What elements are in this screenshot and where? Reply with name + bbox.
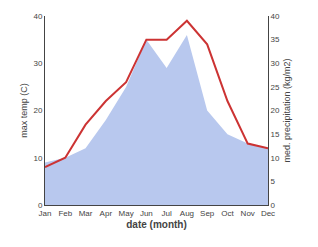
svg-text:30: 30 <box>33 59 42 68</box>
svg-text:Apr: Apr <box>100 209 113 218</box>
svg-text:med. precipitation (kg/m2): med. precipitation (kg/m2) <box>282 58 292 162</box>
svg-text:May: May <box>119 209 134 218</box>
svg-text:Jun: Jun <box>140 209 153 218</box>
svg-text:Jan: Jan <box>39 209 52 218</box>
svg-text:Jul: Jul <box>162 209 172 218</box>
svg-text:Nov: Nov <box>241 209 255 218</box>
svg-text:40: 40 <box>271 12 280 21</box>
svg-text:Feb: Feb <box>58 209 72 218</box>
svg-text:date (month): date (month) <box>126 219 187 230</box>
svg-text:15: 15 <box>271 130 280 139</box>
svg-text:Oct: Oct <box>221 209 234 218</box>
svg-text:10: 10 <box>33 154 42 163</box>
svg-text:10: 10 <box>271 154 280 163</box>
svg-text:20: 20 <box>271 106 280 115</box>
svg-text:25: 25 <box>271 83 280 92</box>
svg-text:0: 0 <box>38 201 43 210</box>
svg-text:30: 30 <box>271 59 280 68</box>
svg-text:40: 40 <box>33 12 42 21</box>
svg-text:35: 35 <box>271 35 280 44</box>
svg-text:Dec: Dec <box>261 209 275 218</box>
svg-text:Sep: Sep <box>200 209 215 218</box>
svg-text:0: 0 <box>271 201 276 210</box>
svg-text:Aug: Aug <box>180 209 194 218</box>
svg-text:20: 20 <box>33 106 42 115</box>
svg-text:5: 5 <box>271 177 276 186</box>
svg-text:max temp (C): max temp (C) <box>19 83 29 138</box>
svg-text:Mar: Mar <box>79 209 93 218</box>
